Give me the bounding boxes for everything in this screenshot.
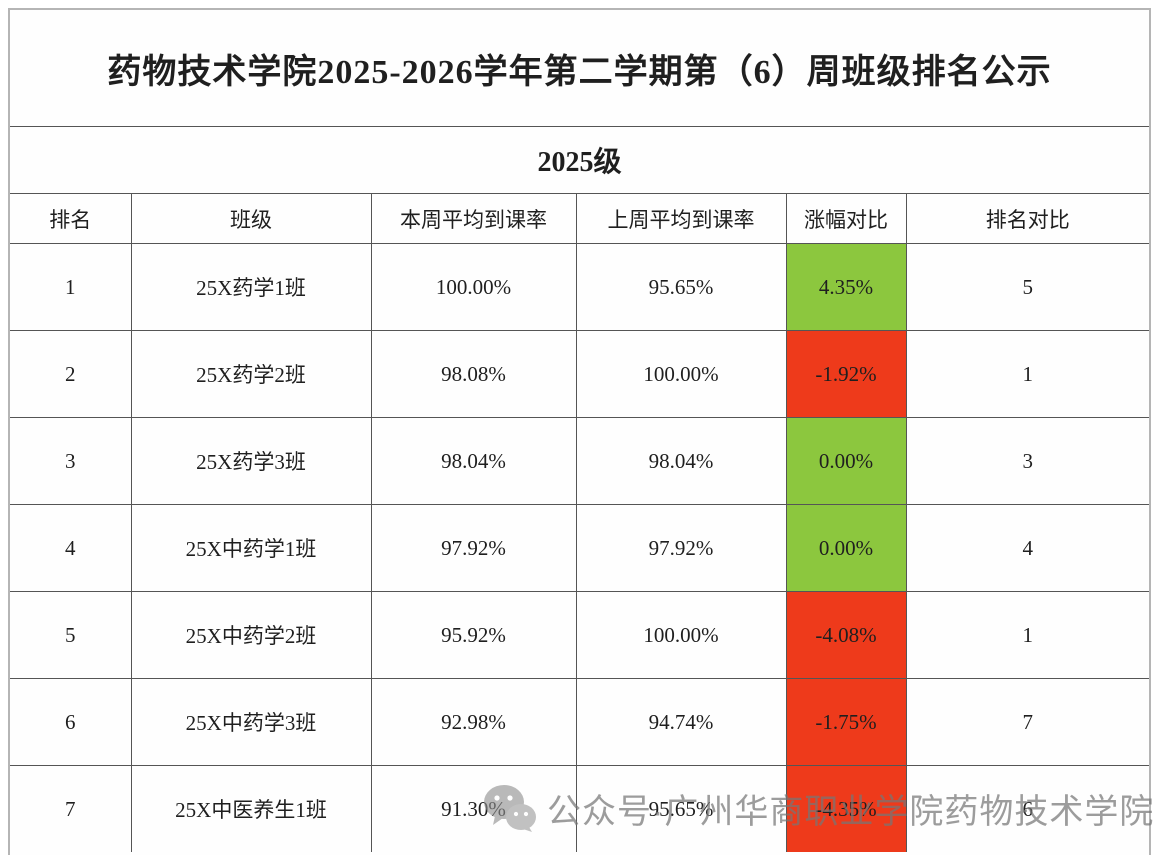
header-class: 班级 xyxy=(130,194,372,244)
table-row: 4 25X中药学1班 97.92% 97.92% 0.00% 4 xyxy=(10,504,1149,592)
cell-this-week: 98.08% xyxy=(370,330,577,418)
cell-last-week: 100.00% xyxy=(575,591,787,679)
cell-class-name: 25X中药学2班 xyxy=(130,591,372,679)
ranking-sheet: 药物技术学院2025-2026学年第二学期第（6）周班级排名公示 2025级 排… xyxy=(8,8,1151,855)
page-title: 药物技术学院2025-2026学年第二学期第（6）周班级排名公示 xyxy=(10,10,1149,127)
cell-rank: 5 xyxy=(10,591,132,679)
grade-band-title: 2025级 xyxy=(10,127,1149,194)
cell-rank-compare: 3 xyxy=(905,417,1149,505)
cell-class-name: 25X中药学3班 xyxy=(130,678,372,766)
cell-this-week: 100.00% xyxy=(370,243,577,331)
cell-change: -1.75% xyxy=(785,678,907,766)
cell-rank: 7 xyxy=(10,765,132,852)
cell-class-name: 25X药学2班 xyxy=(130,330,372,418)
cell-this-week: 91.30% xyxy=(370,765,577,852)
cell-last-week: 100.00% xyxy=(575,330,787,418)
cell-class-name: 25X药学3班 xyxy=(130,417,372,505)
table-row: 3 25X药学3班 98.04% 98.04% 0.00% 3 xyxy=(10,417,1149,505)
cell-change: 0.00% xyxy=(785,504,907,592)
cell-this-week: 97.92% xyxy=(370,504,577,592)
cell-this-week: 92.98% xyxy=(370,678,577,766)
cell-last-week: 94.74% xyxy=(575,678,787,766)
cell-rank-compare: 4 xyxy=(905,504,1149,592)
table-row: 5 25X中药学2班 95.92% 100.00% -4.08% 1 xyxy=(10,591,1149,679)
cell-class-name: 25X中药学1班 xyxy=(130,504,372,592)
ranking-table: 排名 班级 本周平均到课率 上周平均到课率 涨幅对比 排名对比 1 25X药学1… xyxy=(10,194,1149,852)
table-header-row: 排名 班级 本周平均到课率 上周平均到课率 涨幅对比 排名对比 xyxy=(10,194,1149,244)
cell-rank: 2 xyxy=(10,330,132,418)
cell-this-week: 95.92% xyxy=(370,591,577,679)
table-row: 1 25X药学1班 100.00% 95.65% 4.35% 5 xyxy=(10,243,1149,331)
cell-last-week: 98.04% xyxy=(575,417,787,505)
cell-change: 0.00% xyxy=(785,417,907,505)
cell-change: -4.35% xyxy=(785,765,907,852)
header-rank: 排名 xyxy=(10,194,132,244)
cell-rank-compare: 5 xyxy=(905,243,1149,331)
cell-last-week: 95.65% xyxy=(575,243,787,331)
header-last-week-rate: 上周平均到课率 xyxy=(575,194,787,244)
header-this-week-rate: 本周平均到课率 xyxy=(370,194,577,244)
header-rank-compare: 排名对比 xyxy=(905,194,1149,244)
table-row: 6 25X中药学3班 92.98% 94.74% -1.75% 7 xyxy=(10,678,1149,766)
cell-last-week: 97.92% xyxy=(575,504,787,592)
table-row: 7 25X中医养生1班 91.30% 95.65% -4.35% 6 xyxy=(10,765,1149,852)
cell-class-name: 25X中医养生1班 xyxy=(130,765,372,852)
cell-rank: 1 xyxy=(10,243,132,331)
cell-change: 4.35% xyxy=(785,243,907,331)
cell-this-week: 98.04% xyxy=(370,417,577,505)
cell-rank-compare: 7 xyxy=(905,678,1149,766)
cell-rank-compare: 6 xyxy=(905,765,1149,852)
cell-rank-compare: 1 xyxy=(905,330,1149,418)
cell-change: -1.92% xyxy=(785,330,907,418)
cell-class-name: 25X药学1班 xyxy=(130,243,372,331)
cell-rank: 6 xyxy=(10,678,132,766)
cell-rank-compare: 1 xyxy=(905,591,1149,679)
header-change: 涨幅对比 xyxy=(785,194,907,244)
cell-change: -4.08% xyxy=(785,591,907,679)
table-row: 2 25X药学2班 98.08% 100.00% -1.92% 1 xyxy=(10,330,1149,418)
cell-rank: 3 xyxy=(10,417,132,505)
cell-last-week: 95.65% xyxy=(575,765,787,852)
cell-rank: 4 xyxy=(10,504,132,592)
